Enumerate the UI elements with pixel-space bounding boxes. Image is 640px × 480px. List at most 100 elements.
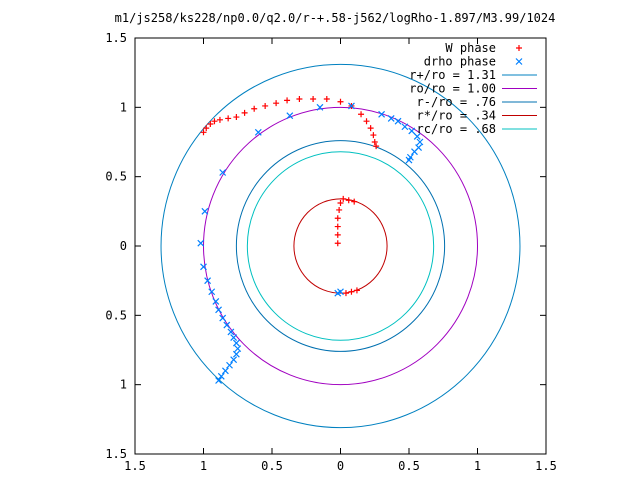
w-phase-point	[345, 197, 352, 204]
x-tick-label: 1.5	[535, 459, 557, 473]
w-phase-point	[203, 125, 210, 132]
drho-phase-point	[348, 102, 355, 110]
drho-phase-point	[230, 334, 238, 341]
w-phase-point	[337, 200, 344, 207]
y-tick-label: 0.5	[105, 170, 127, 184]
w-phase-point	[337, 98, 344, 105]
drho-phase-point	[204, 277, 212, 285]
w-phase-point	[334, 223, 341, 230]
drho-phase-point	[215, 306, 222, 314]
x-tick-label: 1	[474, 459, 481, 473]
w-phase-point	[348, 288, 355, 295]
circle-ro	[203, 106, 478, 386]
drho-phase-point	[230, 356, 238, 364]
w-phase-point	[211, 118, 218, 125]
drho-phase-point	[219, 169, 227, 176]
w-phase-point	[342, 290, 349, 297]
w-phase-point	[241, 109, 248, 116]
drho-phase-point	[416, 138, 424, 146]
circle-r	[235, 140, 446, 352]
chart-title: m1/js258/ks228/np0.0/q2.0/r-+.58-j562/lo…	[115, 11, 556, 25]
drho-phase-point	[234, 345, 242, 353]
w-phase-point	[336, 206, 343, 213]
y-tick-label: 0	[120, 239, 127, 253]
legend-label: r*/ro = .34	[417, 109, 496, 123]
w-phase-point	[373, 143, 380, 150]
y-tick-label: 0.5	[105, 308, 127, 322]
drho-phase-point	[223, 321, 231, 329]
y-tick-label: 1.5	[105, 447, 127, 461]
y-tick-label: 1.5	[105, 31, 127, 45]
w-phase-point	[200, 129, 207, 136]
drho-phase-point	[394, 117, 402, 125]
drho-phase-point	[212, 298, 220, 305]
w-phase-point	[273, 100, 280, 107]
drho-phase-point	[208, 288, 216, 296]
drho-phase-point	[221, 367, 229, 375]
drho-phase-point	[408, 127, 416, 135]
legend-label: drho phase	[424, 55, 496, 69]
legend-label: ro/ro = 1.00	[409, 82, 496, 96]
w-phase-point	[334, 231, 341, 238]
w-phase-point	[370, 132, 377, 139]
drho-phase-point	[200, 263, 207, 271]
w-phase-point	[340, 195, 347, 202]
drho-phase-point	[405, 156, 413, 164]
drho-phase-point	[232, 350, 240, 358]
drho-phase-point	[217, 372, 225, 380]
w-phase-point	[262, 102, 269, 109]
legend-label: r-/ro = .76	[417, 95, 496, 109]
drho-phase-point	[411, 148, 418, 156]
legend-marker-w-phase	[516, 45, 522, 51]
drho-phase-point	[201, 207, 209, 215]
drho-phase-point	[378, 110, 386, 118]
w-phase-point	[323, 96, 330, 103]
legend-label: rc/ro = .68	[417, 122, 496, 136]
drho-phase-point	[387, 115, 395, 122]
w-phase-point	[371, 139, 378, 145]
y-tick-label: 1	[120, 100, 127, 114]
circle-r	[160, 63, 521, 429]
legend-label: W phase	[445, 41, 496, 55]
legend-label: r+/ro = 1.31	[409, 68, 496, 82]
w-phase-point	[363, 118, 370, 125]
w-phase-point	[251, 105, 258, 112]
w-phase-point	[216, 116, 223, 123]
drho-phase-point	[232, 339, 240, 347]
drho-phase-point	[219, 314, 227, 322]
w-phase-point	[296, 96, 303, 103]
w-phase-point	[233, 114, 240, 121]
x-tick-label: 0.5	[398, 459, 420, 473]
y-tick-label: 1	[120, 378, 127, 392]
drho-phase-point	[215, 377, 222, 384]
drho-phase-point	[337, 288, 344, 296]
legend-marker-drho-phase	[515, 58, 523, 65]
w-phase-point	[358, 111, 365, 118]
w-phase-point	[207, 120, 214, 127]
drho-phase-point	[197, 239, 205, 247]
x-tick-label: 1	[200, 459, 207, 473]
w-phase-point	[353, 287, 360, 294]
w-phase-point	[351, 198, 358, 205]
x-tick-label: 1.5	[124, 459, 146, 473]
x-tick-label: 0	[337, 459, 344, 473]
w-phase-point	[284, 97, 291, 104]
w-phase-point	[310, 96, 317, 103]
drho-phase-point	[226, 361, 233, 369]
drho-phase-point	[254, 128, 262, 136]
drho-phase-point	[401, 123, 409, 131]
w-phase-point	[334, 240, 341, 247]
drho-phase-point	[413, 133, 421, 140]
drho-phase-point	[286, 112, 294, 120]
w-phase-point	[367, 125, 374, 132]
drho-phase-point	[227, 328, 235, 336]
x-tick-label: 0.5	[261, 459, 283, 473]
circle-rc	[246, 151, 435, 341]
axis-ticks: 1.5 1 0.5 0 0.5 1 1.51.510.500.511.5	[105, 31, 557, 473]
circle-r	[293, 198, 388, 294]
drho-phase-point	[316, 103, 324, 111]
w-phase-point	[334, 215, 341, 222]
series-layer	[197, 96, 424, 384]
